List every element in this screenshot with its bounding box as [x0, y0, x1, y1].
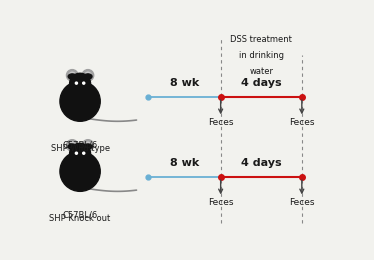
Ellipse shape [70, 73, 91, 94]
Ellipse shape [76, 82, 77, 84]
Text: Feces: Feces [208, 118, 233, 127]
Ellipse shape [60, 151, 100, 191]
Text: 8 wk: 8 wk [170, 78, 199, 88]
Ellipse shape [82, 140, 94, 151]
Ellipse shape [60, 81, 100, 121]
Ellipse shape [84, 144, 92, 149]
Ellipse shape [69, 142, 76, 148]
Ellipse shape [84, 74, 92, 79]
Text: Feces: Feces [289, 118, 315, 127]
Ellipse shape [85, 142, 91, 148]
Ellipse shape [69, 72, 76, 79]
Text: 4 days: 4 days [241, 158, 282, 168]
Text: water: water [249, 67, 273, 76]
Text: SHP Knock out: SHP Knock out [49, 214, 111, 223]
Text: C57BL/6: C57BL/6 [62, 140, 98, 149]
Ellipse shape [82, 70, 94, 81]
Ellipse shape [68, 74, 76, 79]
Ellipse shape [83, 82, 85, 84]
Text: C57BL/6: C57BL/6 [62, 210, 98, 219]
Ellipse shape [68, 144, 76, 149]
Text: DSS treatment: DSS treatment [230, 35, 292, 44]
Text: in drinking: in drinking [239, 51, 284, 60]
Text: Feces: Feces [208, 198, 233, 207]
Text: Feces: Feces [289, 198, 315, 207]
Ellipse shape [83, 152, 85, 154]
Text: 8 wk: 8 wk [170, 158, 199, 168]
Ellipse shape [67, 70, 78, 81]
Text: SHP Wild type: SHP Wild type [50, 144, 110, 153]
Ellipse shape [67, 140, 78, 151]
Text: 4 days: 4 days [241, 78, 282, 88]
Ellipse shape [85, 72, 91, 79]
Ellipse shape [70, 143, 91, 164]
Ellipse shape [76, 152, 77, 154]
